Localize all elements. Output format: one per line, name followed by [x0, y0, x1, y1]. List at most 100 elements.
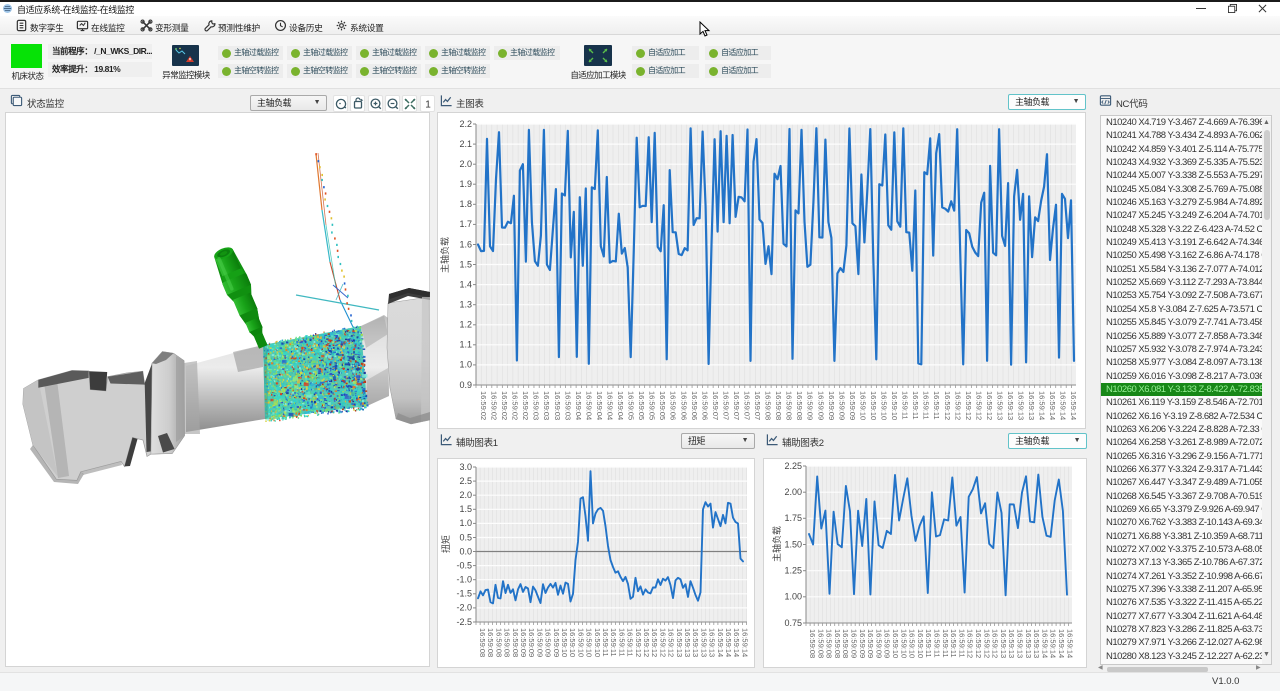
svg-text:16:59:11: 16:59:11: [911, 391, 920, 420]
svg-text:16:59:03: 16:59:03: [542, 391, 551, 420]
svg-text:1.75: 1.75: [784, 513, 802, 523]
svg-text:16:59:11: 16:59:11: [924, 629, 933, 658]
svg-text:16:59:12: 16:59:12: [991, 629, 1000, 658]
svg-text:16:59:09: 16:59:09: [544, 628, 553, 657]
svg-text:1.25: 1.25: [784, 566, 802, 576]
svg-text:16:59:13: 16:59:13: [1027, 391, 1036, 420]
svg-text:16:59:08: 16:59:08: [795, 391, 804, 420]
svg-text:16:59:12: 16:59:12: [667, 628, 676, 657]
svg-text:16:59:02: 16:59:02: [490, 391, 499, 420]
svg-text:16:59:06: 16:59:06: [669, 391, 678, 420]
svg-text:1.00: 1.00: [784, 592, 802, 602]
svg-text:0.0: 0.0: [459, 546, 472, 556]
svg-text:16:59:10: 16:59:10: [899, 629, 908, 658]
svg-text:16:59:13: 16:59:13: [708, 628, 717, 657]
svg-text:16:59:14: 16:59:14: [1038, 391, 1047, 420]
svg-text:16:59:09: 16:59:09: [519, 628, 528, 657]
svg-text:16:59:03: 16:59:03: [563, 391, 572, 420]
svg-text:16:59:11: 16:59:11: [957, 629, 966, 658]
svg-text:16:59:10: 16:59:10: [560, 628, 569, 657]
svg-text:主轴负载: 主轴负载: [771, 526, 782, 562]
svg-text:16:59:11: 16:59:11: [941, 629, 950, 658]
svg-text:16:59:11: 16:59:11: [922, 391, 931, 420]
svg-text:16:59:10: 16:59:10: [593, 628, 602, 657]
svg-text:16:59:05: 16:59:05: [648, 391, 657, 420]
svg-text:-2.5: -2.5: [456, 617, 472, 627]
svg-text:16:59:04: 16:59:04: [584, 391, 593, 420]
svg-text:1.5: 1.5: [459, 259, 472, 269]
svg-text:1.5: 1.5: [459, 504, 472, 514]
svg-text:16:59:08: 16:59:08: [816, 629, 825, 658]
svg-text:16:59:06: 16:59:06: [679, 391, 688, 420]
svg-text:16:59:10: 16:59:10: [568, 628, 577, 657]
svg-text:16:59:07: 16:59:07: [743, 391, 752, 420]
svg-text:扭矩: 扭矩: [440, 535, 451, 553]
svg-text:16:59:09: 16:59:09: [806, 391, 815, 420]
svg-text:16:59:11: 16:59:11: [949, 629, 958, 658]
svg-text:16:59:11: 16:59:11: [901, 391, 910, 420]
svg-text:1.4: 1.4: [459, 279, 472, 289]
svg-text:16:59:08: 16:59:08: [774, 391, 783, 420]
svg-text:2.0: 2.0: [459, 159, 472, 169]
svg-text:16:59:12: 16:59:12: [974, 391, 983, 420]
svg-text:0.5: 0.5: [459, 532, 472, 542]
svg-text:16:59:09: 16:59:09: [552, 628, 561, 657]
svg-text:1.8: 1.8: [459, 199, 472, 209]
svg-text:16:59:03: 16:59:03: [553, 391, 562, 420]
svg-text:16:59:06: 16:59:06: [690, 391, 699, 420]
svg-text:-0.5: -0.5: [456, 560, 472, 570]
svg-text:16:59:08: 16:59:08: [825, 629, 834, 658]
svg-text:16:59:12: 16:59:12: [650, 628, 659, 657]
svg-text:2.00: 2.00: [784, 487, 802, 497]
svg-text:1: 1: [425, 100, 431, 111]
svg-text:16:59:10: 16:59:10: [880, 391, 889, 420]
svg-text:16:59:12: 16:59:12: [966, 629, 975, 658]
svg-text:16:59:10: 16:59:10: [858, 391, 867, 420]
svg-text:16:59:13: 16:59:13: [1032, 629, 1041, 658]
svg-text:16:59:03: 16:59:03: [532, 391, 541, 420]
svg-text:16:59:13: 16:59:13: [1024, 629, 1033, 658]
svg-text:16:59:08: 16:59:08: [833, 629, 842, 658]
svg-text:16:59:11: 16:59:11: [626, 628, 635, 657]
svg-text:1.6: 1.6: [459, 239, 472, 249]
svg-text:0.75: 0.75: [784, 618, 802, 628]
svg-text:16:59:13: 16:59:13: [683, 628, 692, 657]
svg-text:16:59:08: 16:59:08: [478, 628, 487, 657]
svg-text:16:59:11: 16:59:11: [932, 391, 941, 420]
svg-text:主轴负载: 主轴负载: [439, 237, 450, 273]
svg-text:16:59:13: 16:59:13: [691, 628, 700, 657]
svg-text:16:59:04: 16:59:04: [574, 391, 583, 420]
svg-text:16:59:10: 16:59:10: [585, 628, 594, 657]
svg-text:16:59:09: 16:59:09: [827, 391, 836, 420]
svg-text:16:59:14: 16:59:14: [1059, 391, 1068, 420]
svg-text:16:59:07: 16:59:07: [721, 391, 730, 420]
svg-text:16:59:12: 16:59:12: [943, 391, 952, 420]
svg-text:1.0: 1.0: [459, 360, 472, 370]
svg-text:16:59:05: 16:59:05: [627, 391, 636, 420]
svg-text:16:59:09: 16:59:09: [866, 629, 875, 658]
svg-text:16:59:14: 16:59:14: [1057, 629, 1066, 658]
svg-text:1.2: 1.2: [459, 320, 472, 330]
svg-text:16:59:09: 16:59:09: [816, 391, 825, 420]
svg-text:16:59:12: 16:59:12: [974, 629, 983, 658]
svg-text:16:59:04: 16:59:04: [595, 391, 604, 420]
svg-text:16:59:12: 16:59:12: [982, 629, 991, 658]
svg-text:16:59:11: 16:59:11: [617, 628, 626, 657]
svg-text:16:59:09: 16:59:09: [874, 629, 883, 658]
svg-text:16:59:13: 16:59:13: [1016, 629, 1025, 658]
svg-text:1.0: 1.0: [459, 518, 472, 528]
svg-text:16:59:10: 16:59:10: [908, 629, 917, 658]
svg-text:16:59:09: 16:59:09: [883, 629, 892, 658]
svg-text:16:59:14: 16:59:14: [1048, 391, 1057, 420]
svg-text:16:59:10: 16:59:10: [869, 391, 878, 420]
svg-text:16:59:11: 16:59:11: [609, 628, 618, 657]
svg-text:2.25: 2.25: [784, 461, 802, 471]
svg-text:16:59:04: 16:59:04: [606, 391, 615, 420]
svg-text:-1.5: -1.5: [456, 589, 472, 599]
svg-text:16:59:14: 16:59:14: [1069, 391, 1078, 420]
svg-text:16:59:14: 16:59:14: [724, 628, 733, 657]
svg-text:16:59:02: 16:59:02: [511, 391, 520, 420]
svg-text:16:59:13: 16:59:13: [996, 391, 1005, 420]
svg-text:16:59:08: 16:59:08: [511, 628, 520, 657]
svg-text:16:59:14: 16:59:14: [1065, 629, 1074, 658]
